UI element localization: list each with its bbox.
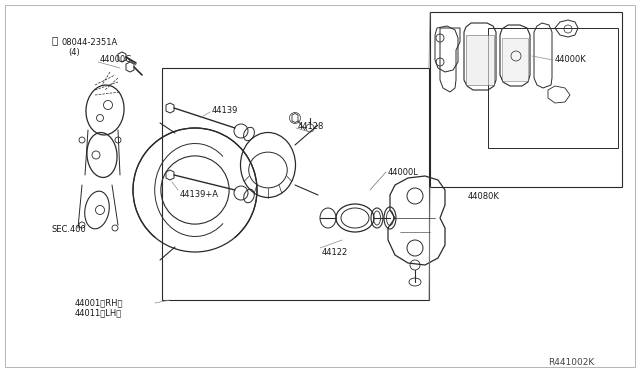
Text: 44000C: 44000C xyxy=(100,55,132,64)
Text: (4): (4) xyxy=(68,48,80,57)
Text: 44139+A: 44139+A xyxy=(180,190,219,199)
Text: Ⓑ: Ⓑ xyxy=(52,35,58,45)
Text: 44000K: 44000K xyxy=(555,55,587,64)
Bar xyxy=(162,68,429,300)
Text: 44128: 44128 xyxy=(298,122,324,131)
Bar xyxy=(466,35,494,85)
Text: 44011〈LH〉: 44011〈LH〉 xyxy=(75,308,122,317)
Text: 44001〈RH〉: 44001〈RH〉 xyxy=(75,298,124,307)
Bar xyxy=(430,12,622,187)
Text: SEC.400: SEC.400 xyxy=(52,225,87,234)
Text: 44080K: 44080K xyxy=(468,192,500,201)
Text: 44122: 44122 xyxy=(322,248,348,257)
Bar xyxy=(502,38,528,81)
Text: 44139: 44139 xyxy=(212,106,238,115)
Bar xyxy=(488,28,618,148)
Text: 44000L: 44000L xyxy=(388,168,419,177)
Text: 08044-2351A: 08044-2351A xyxy=(62,38,118,47)
Text: R441002K: R441002K xyxy=(548,358,595,367)
